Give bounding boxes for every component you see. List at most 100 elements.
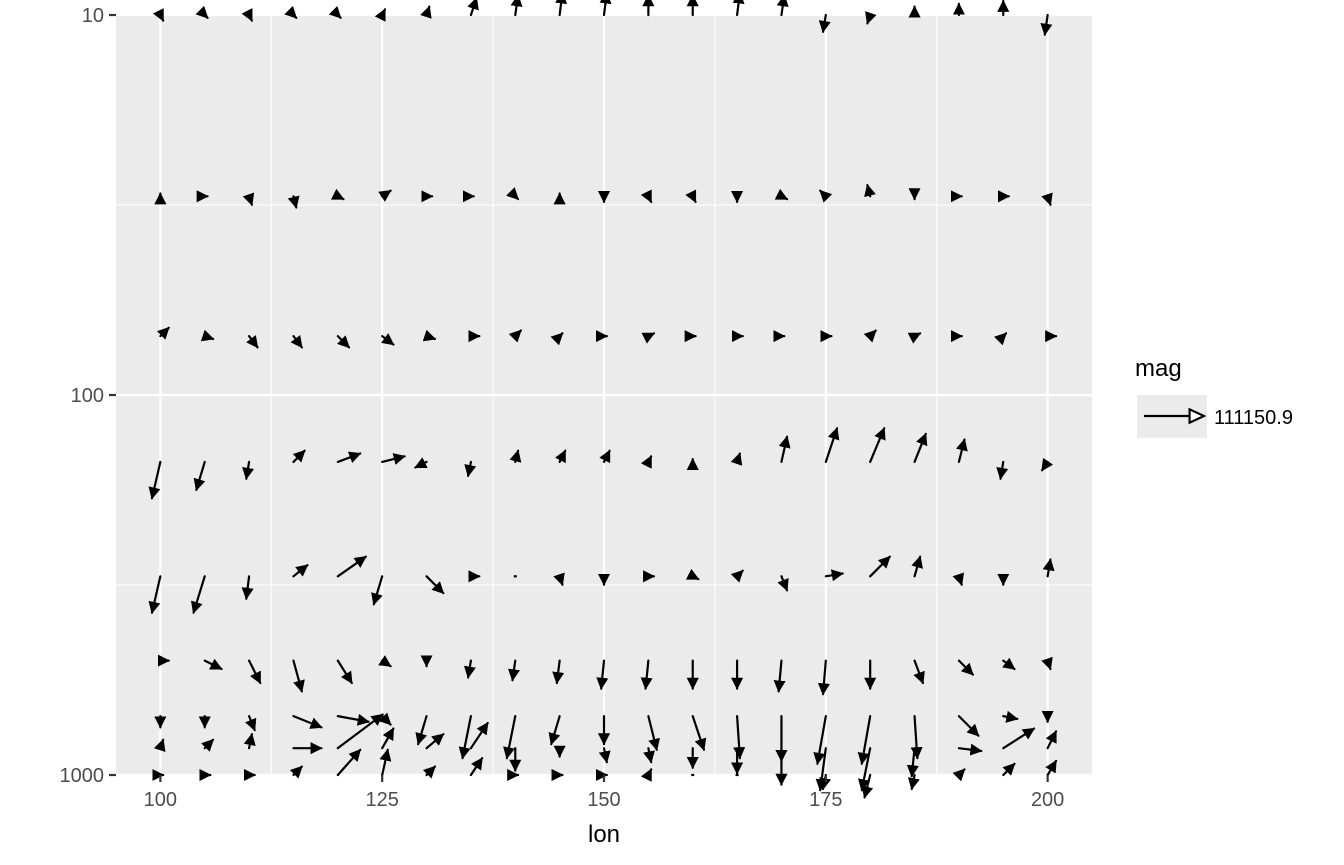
vector-arrow bbox=[773, 659, 786, 693]
vector-arrow bbox=[287, 195, 300, 209]
vector-arrow bbox=[201, 738, 215, 752]
vector-arrow bbox=[730, 452, 743, 466]
vector-arrow bbox=[994, 332, 1008, 346]
vector-arrow bbox=[336, 713, 384, 750]
vector-arrow bbox=[732, 0, 745, 17]
x-tick-label: 125 bbox=[365, 789, 398, 811]
vector-arrow bbox=[374, 8, 387, 22]
vector-arrow bbox=[598, 747, 611, 764]
vector-arrow bbox=[247, 659, 262, 685]
vector-arrow bbox=[869, 427, 886, 464]
x-axis-title: lon bbox=[588, 821, 620, 848]
vector-arrow bbox=[371, 575, 384, 606]
vector-arrow bbox=[869, 555, 891, 578]
vector-arrow bbox=[381, 453, 406, 465]
vector-arrow bbox=[1042, 558, 1055, 578]
vector-arrow bbox=[548, 715, 561, 746]
vector-arrow bbox=[190, 575, 206, 614]
vector-arrow bbox=[817, 659, 830, 696]
vector-arrow bbox=[242, 460, 255, 480]
vector-arrow bbox=[911, 555, 923, 578]
vector-arrow bbox=[857, 747, 872, 792]
x-axis: 100 125 150 175 200 bbox=[144, 775, 1064, 811]
vector-arrow bbox=[906, 747, 919, 778]
vector-arrow bbox=[685, 189, 697, 204]
vector-arrow bbox=[913, 659, 925, 685]
vector-arrow bbox=[336, 748, 362, 777]
vector-arrow bbox=[415, 715, 428, 746]
vector-arrow bbox=[290, 334, 303, 349]
vector-arrow bbox=[379, 748, 392, 777]
vector-arrow bbox=[952, 768, 966, 782]
vector-arrow bbox=[153, 738, 166, 753]
vector-arrow bbox=[464, 460, 477, 478]
vector-arrow bbox=[813, 715, 827, 765]
vector-arrow bbox=[336, 659, 353, 685]
vector-arrow bbox=[776, 0, 789, 17]
vector-arrow bbox=[640, 659, 653, 690]
vector-arrow bbox=[378, 655, 392, 668]
vector-arrow bbox=[691, 715, 707, 751]
vector-arrow bbox=[641, 332, 656, 344]
vector-arrow bbox=[463, 659, 476, 679]
vector-arrow bbox=[200, 329, 215, 342]
vector-arrow bbox=[647, 715, 660, 751]
vector-arrow bbox=[156, 326, 170, 340]
vector-arrow bbox=[1045, 730, 1058, 750]
vector-arrows bbox=[148, 0, 1058, 799]
vector-arrow bbox=[469, 757, 484, 777]
vector-arrow bbox=[957, 715, 980, 737]
vector-arrow bbox=[245, 715, 257, 732]
vector-arrow bbox=[864, 183, 876, 198]
vector-arrow bbox=[952, 572, 965, 586]
vector-arrow bbox=[685, 568, 700, 581]
y-axis: 10 100 1000 bbox=[60, 5, 116, 787]
vector-arrow bbox=[1041, 192, 1053, 206]
vector-arrow bbox=[907, 332, 922, 344]
vector-arrow bbox=[774, 188, 789, 201]
vector-arrow bbox=[195, 5, 209, 19]
vector-arrow bbox=[193, 460, 206, 492]
x-tick-label: 200 bbox=[1031, 789, 1064, 811]
vector-arrow bbox=[857, 715, 872, 765]
vector-arrow bbox=[330, 188, 345, 201]
vector-arrow bbox=[824, 569, 844, 582]
vector-arrow bbox=[510, 0, 523, 17]
vector-arrow bbox=[1002, 727, 1036, 750]
vector-arrow bbox=[241, 8, 253, 22]
vector-arrow bbox=[425, 575, 445, 595]
vector-arrow bbox=[509, 449, 522, 464]
vector-arrow bbox=[508, 659, 521, 682]
vector-arrow bbox=[289, 765, 303, 779]
vector-arrow bbox=[730, 569, 744, 583]
vector-arrow bbox=[458, 715, 473, 760]
vector-arrow bbox=[336, 555, 367, 578]
vector-arrow bbox=[148, 460, 162, 500]
vector-arrow bbox=[777, 575, 789, 592]
vector-arrow bbox=[819, 189, 833, 203]
vector-arrow bbox=[863, 329, 877, 343]
vector-arrow bbox=[246, 334, 259, 349]
vector-arrow bbox=[292, 564, 309, 578]
vector-arrow bbox=[599, 449, 611, 464]
y-tick-label: 100 bbox=[71, 385, 104, 407]
vector-arrow bbox=[469, 721, 489, 750]
vector-arrow bbox=[1002, 762, 1016, 777]
vector-arrow bbox=[414, 457, 428, 469]
vector-arrow bbox=[733, 715, 746, 760]
legend-title: mag bbox=[1135, 355, 1182, 382]
vector-arrow bbox=[957, 743, 983, 756]
vector-arrow bbox=[955, 438, 968, 464]
vector-arrow bbox=[336, 451, 362, 464]
vector-arrow bbox=[1045, 759, 1058, 777]
vector-arrow bbox=[553, 572, 565, 586]
vector-arrow bbox=[643, 747, 655, 764]
vector-arrow bbox=[292, 715, 323, 729]
vector-arrow bbox=[503, 715, 517, 760]
vector-arrow bbox=[292, 659, 305, 693]
legend: mag 111150.9 bbox=[1135, 355, 1293, 438]
vector-arrow bbox=[284, 5, 298, 19]
vector-arrow bbox=[378, 189, 392, 202]
vector-arrow bbox=[907, 773, 920, 791]
